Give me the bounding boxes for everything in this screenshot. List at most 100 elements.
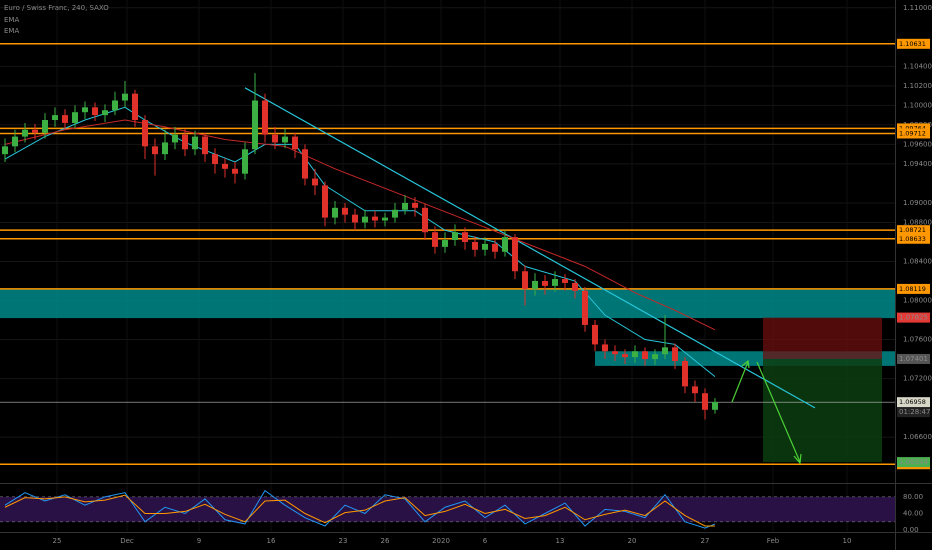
y-tick-label: 1.10200 [903, 82, 932, 90]
candle-body [382, 217, 388, 221]
position-label: 1.07401 [899, 355, 928, 363]
candle-body [352, 214, 358, 223]
ema-line [4, 106, 716, 378]
candle-body [282, 136, 288, 143]
level-label: 1.08633 [899, 235, 926, 243]
osc-tick-label: 80.00 [903, 493, 923, 501]
y-tick-label: 1.09600 [903, 140, 932, 148]
x-tick-label: 2020 [432, 537, 450, 545]
candle-body [602, 344, 608, 352]
osc-tick-label: 40.00 [903, 510, 923, 518]
countdown-label: 01:28:47 [899, 408, 930, 416]
candle-body [432, 232, 438, 247]
position-tag [897, 353, 930, 364]
trendline [244, 87, 816, 409]
candle-body [662, 347, 668, 355]
candle-body [392, 209, 398, 218]
candle-body [52, 115, 58, 121]
y-tick-label: 1.08400 [903, 257, 932, 265]
background-layer [0, 0, 895, 531]
candle-body [202, 136, 208, 155]
arrow-head [793, 453, 802, 465]
candle-body [72, 112, 78, 123]
x-tick-label: 6 [483, 537, 488, 545]
arrow-up [731, 361, 749, 403]
candle-body [632, 351, 638, 358]
osc-line [4, 489, 716, 529]
level-tag [897, 233, 930, 244]
candle-body [402, 202, 408, 210]
arrow-head [741, 359, 750, 369]
candle-body [22, 129, 28, 137]
y-tick-label: 1.10000 [903, 101, 932, 109]
position-tag [897, 457, 930, 468]
y-tick-label: 1.07200 [903, 375, 932, 383]
candle-body [292, 136, 298, 150]
indicator-label: EMA [4, 16, 19, 24]
x-tick-label: Dec [120, 537, 134, 545]
level-label: 1.08721 [899, 226, 926, 234]
candle-body [552, 279, 558, 286]
candle-body [652, 354, 658, 360]
candle-body [592, 324, 598, 345]
candle-body [232, 168, 238, 174]
candle-body [522, 271, 528, 289]
candle-body [422, 207, 428, 233]
candle-body [322, 185, 328, 218]
reward-box [763, 358, 882, 463]
candle-body [252, 100, 258, 150]
candle-body [682, 361, 688, 387]
x-tick-label: 20 [628, 537, 637, 545]
axis-layer: 1.110001.104001.102001.100001.098001.096… [53, 4, 932, 545]
level-tag [897, 128, 930, 139]
candle-body [312, 178, 318, 186]
projection-arrows [731, 359, 802, 465]
candle-body [142, 120, 148, 147]
candle-body [62, 115, 68, 123]
x-tick-label: 25 [53, 537, 62, 545]
level-tag [897, 123, 930, 134]
y-tick-label: 1.11000 [903, 4, 932, 12]
candle-body [372, 216, 378, 221]
candle-body [12, 136, 18, 147]
osc-tick-label: 0.00 [903, 526, 919, 534]
level-tag [897, 283, 930, 294]
level-label: 1.08119 [899, 285, 926, 293]
chart-title: Euro / Swiss Franc, 240, SAXO [4, 4, 109, 12]
candle-body [262, 100, 268, 135]
candle-body [712, 401, 718, 410]
candle-body [82, 107, 88, 113]
candle-body [272, 134, 278, 143]
y-tick-label: 1.08800 [903, 218, 932, 226]
indicator-label: EMA [4, 27, 19, 35]
candle-body [532, 281, 538, 289]
oscillator-band [0, 496, 895, 522]
countdown-tag [897, 407, 930, 418]
arrow-down [756, 361, 801, 463]
x-tick-label: Feb [767, 537, 780, 545]
level-label: 1.09712 [899, 129, 926, 137]
candle-body [692, 386, 698, 394]
y-tick-label: 1.09400 [903, 160, 932, 168]
candle-body [92, 107, 98, 116]
level-label: 1.09764 [899, 124, 926, 132]
y-tick-label: 1.06600 [903, 433, 932, 441]
candle-body [492, 243, 498, 252]
candle-body [442, 240, 448, 247]
y-tick-label: 1.09000 [903, 199, 932, 207]
candle-body [242, 149, 248, 174]
candle-body [172, 134, 178, 143]
candle-body [412, 202, 418, 208]
candle-body [512, 237, 518, 272]
x-tick-label: 27 [701, 537, 710, 545]
last-price-label: 1.06958 [899, 398, 926, 406]
candle-body [542, 281, 548, 286]
candle-body [182, 134, 188, 150]
candle-body [482, 243, 488, 250]
candle-body [122, 93, 128, 101]
candle-body [462, 232, 468, 242]
candle-body [342, 207, 348, 215]
position-tag [897, 312, 930, 323]
